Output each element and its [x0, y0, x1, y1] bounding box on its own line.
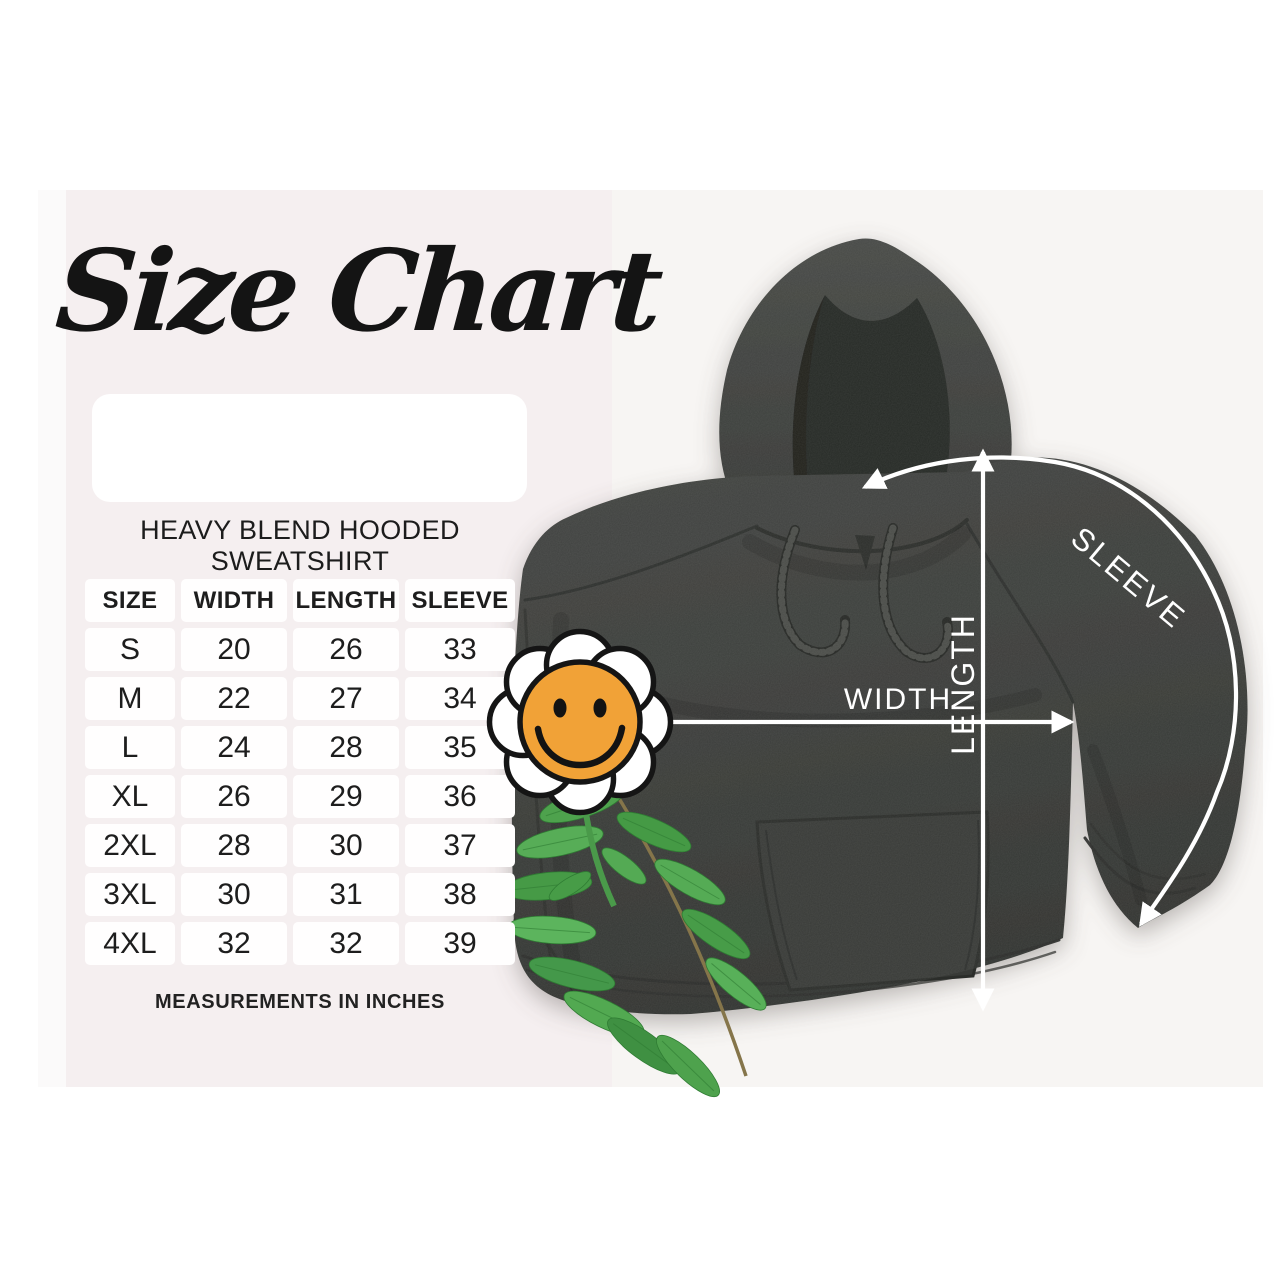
value-cell: 38	[405, 873, 515, 916]
size-cell: M	[85, 677, 175, 720]
value-cell: 32	[181, 922, 287, 965]
value-cell: 39	[405, 922, 515, 965]
value-cell: 20	[181, 628, 287, 671]
size-cell: 4XL	[85, 922, 175, 965]
value-cell: 29	[293, 775, 399, 818]
measurement-arrows: WIDTH LENGTH SLEEVE	[645, 448, 1239, 1012]
flower-smile	[534, 724, 626, 769]
value-cell: 32	[293, 922, 399, 965]
value-cell: 30	[293, 824, 399, 867]
size-cell: XL	[85, 775, 175, 818]
sleeve-label: SLEEVE	[1064, 520, 1193, 636]
width-label: WIDTH	[844, 683, 952, 716]
product-name-line1: HEAVY BLEND HOODED	[140, 515, 460, 545]
column-header: SLEEVE	[405, 579, 515, 622]
size-cell: 2XL	[85, 824, 175, 867]
flower-stem-leaf-left	[548, 871, 592, 901]
value-cell: 33	[405, 628, 515, 671]
value-cell: 37	[405, 824, 515, 867]
value-cell: 35	[405, 726, 515, 769]
column-header: LENGTH	[293, 579, 399, 622]
units-note: MEASUREMENTS IN INCHES	[155, 991, 445, 1013]
smiley-flower-icon	[486, 628, 674, 908]
size-cell: L	[85, 726, 175, 769]
size-cell: 3XL	[85, 873, 175, 916]
product-name: HEAVY BLEND HOODED SWEATSHIRT	[75, 515, 525, 577]
value-cell: 26	[293, 628, 399, 671]
size-table: SIZE WIDTH LENGTH SLEEVE S 20 26 33 M 22 27 34 L 24 28…	[85, 579, 515, 965]
value-cell: 27	[293, 677, 399, 720]
column-header: WIDTH	[181, 579, 287, 622]
flower-stem-leaf-right	[601, 847, 647, 885]
length-label: LENGTH	[945, 613, 981, 755]
value-cell: 28	[293, 726, 399, 769]
card-background: Size Chart HEAVY BLEND HOODED SWEATSHIRT…	[38, 190, 1263, 1098]
value-cell: 22	[181, 677, 287, 720]
logo-placeholder	[92, 394, 527, 502]
value-cell: 36	[405, 775, 515, 818]
product-name-line2: SWEATSHIRT	[210, 546, 390, 576]
sleeve-arrow	[861, 455, 1239, 927]
value-cell: 28	[181, 824, 287, 867]
value-cell: 24	[181, 726, 287, 769]
column-header: SIZE	[85, 579, 175, 622]
value-cell: 30	[181, 873, 287, 916]
value-cell: 31	[293, 873, 399, 916]
flower-smiley-eyes	[553, 698, 607, 718]
value-cell: 26	[181, 775, 287, 818]
size-cell: S	[85, 628, 175, 671]
